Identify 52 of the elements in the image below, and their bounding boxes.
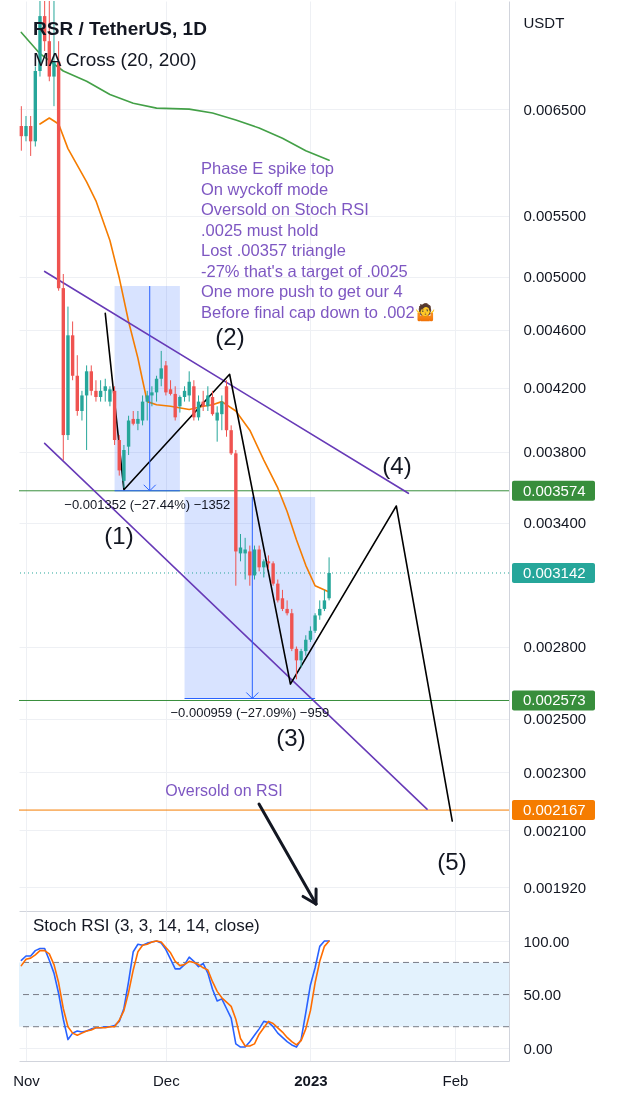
candlestick xyxy=(229,424,233,456)
y-tick-label: 0.004600 xyxy=(523,321,587,339)
y-tick-label: 0.002100 xyxy=(523,821,587,839)
candlestick xyxy=(285,599,289,616)
chart-title: Stoch RSI (3, 3, 14, 14, close) xyxy=(33,916,260,935)
y-tick-label: 0.003400 xyxy=(523,514,587,532)
candlestick xyxy=(159,350,163,387)
y-tick-label: 0.00 xyxy=(523,1039,553,1057)
candlestick xyxy=(150,385,154,407)
y-tick-label: 50.00 xyxy=(523,986,562,1004)
candlestick xyxy=(24,115,28,142)
candlestick xyxy=(257,545,261,572)
x-tick-label: Dec xyxy=(153,1071,181,1089)
annotation: (1) xyxy=(104,522,134,549)
candlestick xyxy=(201,390,205,412)
annotation: Oversold on RSI xyxy=(165,782,283,799)
candlestick xyxy=(280,589,285,612)
x-tick-label: 2023 xyxy=(294,1071,328,1089)
candlestick xyxy=(89,364,93,396)
ref-line-label: 0.002167 xyxy=(523,801,586,819)
annotation: (4) xyxy=(382,452,412,479)
y-axis-title: USDT xyxy=(523,13,565,31)
candlestick xyxy=(299,648,303,668)
candlestick xyxy=(271,560,275,587)
candlestick xyxy=(80,390,84,422)
x-tick-label: Nov xyxy=(13,1071,41,1089)
ref-line-label: 0.003142 xyxy=(523,564,586,581)
annotation: Phase E spike top On wyckoff mode Oversold on Stoch RSI .0025 must hold Lost .00357 triangle -27% that's a target of .0025 One more push to get our 4 Before final cap down to .002🤷 xyxy=(201,159,436,322)
y-tick-label: 0.006500 xyxy=(523,100,587,118)
y-tick-label: 0.002500 xyxy=(523,710,587,728)
y-tick-label: 0.005500 xyxy=(523,207,587,225)
y-tick-label: 0.004200 xyxy=(523,379,587,397)
y-tick-label: 0.003800 xyxy=(523,443,587,461)
candlestick xyxy=(145,390,149,422)
y-tick-label: 0.005000 xyxy=(523,268,587,286)
y-tick-label: 100.00 xyxy=(523,932,570,950)
candlestick xyxy=(108,385,112,407)
candlestick xyxy=(187,370,191,403)
candlestick xyxy=(206,385,210,412)
candlestick xyxy=(94,379,98,403)
annotation: (5) xyxy=(437,848,467,875)
ref-line-label: 0.002573 xyxy=(523,691,586,709)
y-tick-label: 0.002300 xyxy=(523,763,587,781)
y-tick-label: 0.001920 xyxy=(523,878,587,896)
ref-line-label: 0.003574 xyxy=(523,481,586,499)
candlestick xyxy=(313,612,317,634)
x-tick-label: Feb xyxy=(442,1071,469,1089)
y-tick-label: 0.002800 xyxy=(523,638,587,656)
candlestick xyxy=(178,394,182,414)
annotation: (3) xyxy=(276,724,306,751)
candlestick xyxy=(322,589,327,612)
annotation: (2) xyxy=(215,323,245,350)
